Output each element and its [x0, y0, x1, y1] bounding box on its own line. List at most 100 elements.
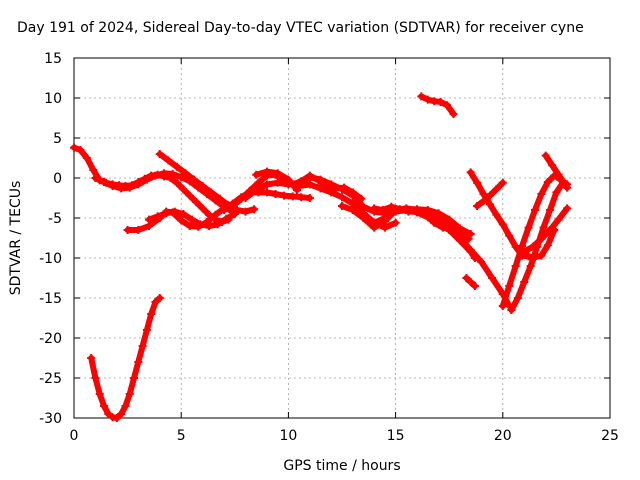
data-point — [554, 170, 563, 179]
data-point — [147, 310, 156, 318]
series-arc-2 — [70, 143, 233, 226]
data-point — [498, 302, 507, 310]
data-point — [87, 354, 96, 362]
data-point — [436, 98, 445, 106]
data-point — [539, 223, 548, 232]
y-tick-label: 5 — [53, 131, 62, 147]
data-point — [477, 258, 486, 266]
data-point — [545, 206, 554, 214]
data-point — [252, 186, 261, 194]
data-point — [537, 251, 546, 260]
data-point — [370, 218, 379, 227]
series-arc-9 — [252, 167, 301, 194]
data-point — [378, 206, 387, 214]
data-point — [232, 206, 241, 214]
data-point — [192, 198, 201, 206]
data-point — [207, 188, 216, 197]
data-point — [262, 188, 271, 197]
data-point — [479, 197, 488, 206]
data-point — [134, 180, 143, 189]
y-axis-label: SDTVAR / TECUs — [8, 181, 24, 296]
data-point — [548, 161, 557, 170]
y-tick-label: -5 — [48, 211, 62, 227]
data-point — [162, 209, 171, 218]
y-tick-label: -10 — [39, 251, 62, 267]
data-point — [123, 226, 132, 234]
x-tick-label: 0 — [70, 428, 79, 444]
x-tick-label: 10 — [279, 428, 297, 444]
data-point — [498, 178, 507, 187]
series-arc-16 — [473, 178, 507, 210]
y-tick-label: -25 — [39, 371, 62, 387]
data-point — [530, 206, 539, 214]
data-point — [164, 156, 173, 165]
data-point — [151, 171, 160, 180]
data-point — [142, 326, 151, 334]
series-trace — [542, 152, 568, 188]
data-point — [443, 101, 452, 110]
data-point — [177, 173, 186, 182]
data-point — [466, 247, 475, 256]
data-point — [552, 188, 561, 197]
data-point — [560, 180, 569, 189]
data-point — [179, 210, 188, 218]
data-point — [554, 215, 563, 224]
data-point — [518, 242, 527, 250]
data-point — [545, 226, 554, 234]
data-point — [380, 214, 389, 222]
data-point — [145, 215, 154, 224]
data-point — [391, 218, 400, 227]
data-point — [470, 282, 479, 290]
data-point — [280, 191, 289, 200]
data-point — [185, 222, 194, 230]
data-point — [421, 210, 430, 219]
data-point — [138, 342, 147, 350]
series-trace — [467, 169, 558, 261]
series-arc-17 — [462, 274, 479, 290]
data-point — [492, 185, 501, 194]
data-point — [348, 206, 357, 214]
data-point — [125, 390, 134, 398]
data-point — [466, 230, 475, 238]
data-point — [473, 202, 482, 210]
data-point — [485, 191, 494, 200]
data-series — [70, 92, 572, 422]
data-point — [541, 151, 550, 160]
data-point — [190, 175, 199, 184]
data-point — [76, 146, 85, 154]
data-point — [153, 212, 162, 221]
data-point — [524, 223, 533, 232]
data-point — [284, 175, 293, 184]
series-arc-13 — [370, 202, 473, 243]
data-point — [160, 169, 169, 178]
data-point — [220, 206, 229, 214]
data-point — [241, 194, 250, 202]
data-point — [537, 190, 546, 198]
data-point — [479, 190, 488, 198]
data-point — [262, 167, 271, 176]
x-tick-label: 25 — [601, 428, 619, 444]
data-point — [295, 182, 304, 190]
data-point — [520, 278, 529, 286]
data-point — [112, 414, 121, 422]
data-point — [488, 274, 497, 282]
data-point — [430, 218, 439, 227]
series-arc-6 — [155, 150, 259, 216]
data-point — [498, 220, 507, 229]
data-point — [108, 182, 117, 190]
series-trace — [88, 295, 163, 421]
data-point — [447, 225, 456, 234]
data-point — [464, 234, 473, 243]
data-point — [528, 242, 537, 251]
data-point — [89, 166, 98, 174]
data-point — [297, 193, 306, 202]
data-point — [252, 170, 261, 179]
axis-ticks: 0 5 10 15 20 25 -30 -25 -20 -15 -10 -5 0 5 10 15 — [39, 51, 619, 444]
data-point — [387, 202, 396, 211]
y-tick-label: 10 — [44, 91, 62, 107]
y-tick-label: 0 — [53, 171, 62, 187]
data-point — [417, 92, 426, 101]
data-point — [438, 223, 447, 232]
data-point — [316, 175, 325, 184]
data-point — [117, 184, 126, 193]
